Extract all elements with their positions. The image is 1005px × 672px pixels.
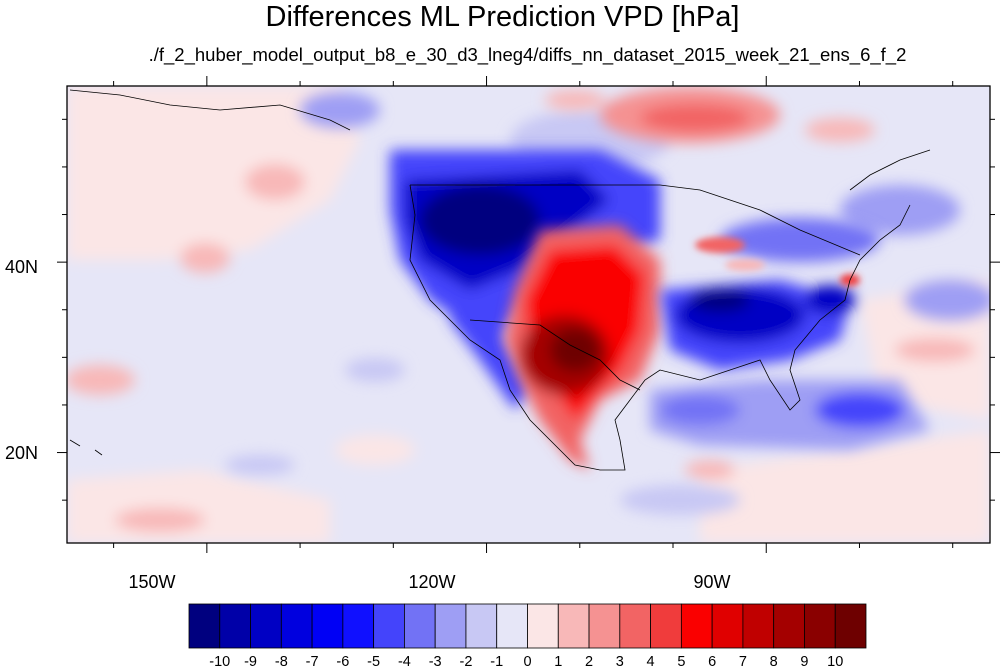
boundaries <box>69 89 931 471</box>
northwest-negative <box>390 150 880 410</box>
colorbar-swatch <box>619 603 651 649</box>
colorbar-swatch <box>188 603 221 649</box>
colorbar-tick-label: -8 <box>274 654 288 670</box>
colorbar-swatch <box>373 603 405 649</box>
colorbar-tick-label: 1 <box>554 654 563 670</box>
colorbar-tick-label: -4 <box>397 654 411 670</box>
gulf-negative <box>650 380 930 450</box>
colorbar-tick-label: 10 <box>827 654 844 670</box>
colorbar-tick-label: -5 <box>367 654 381 670</box>
small-positive-features <box>695 237 860 286</box>
map-frame <box>66 85 991 544</box>
colorbar-tick-label: -9 <box>244 654 257 670</box>
colorbar-swatch <box>773 603 805 649</box>
southwest-positive <box>505 225 660 470</box>
canada-positive <box>545 87 875 143</box>
lon-label-120w: 120W <box>408 572 456 592</box>
colorbar-tick-label: 4 <box>646 654 655 670</box>
colorbar-swatch <box>527 603 559 649</box>
colorbar-swatch <box>557 603 590 649</box>
colorbar-tick-label: -2 <box>459 654 473 670</box>
colorbar-swatch <box>496 603 528 649</box>
colorbar-tick-label: -7 <box>305 654 319 670</box>
southeast-negative <box>660 280 855 370</box>
colorbar-swatch <box>834 603 867 649</box>
colorbar-tick-label: -1 <box>490 654 504 670</box>
hudson-coast <box>849 149 931 191</box>
colorbar-tick-label: 9 <box>800 654 809 670</box>
colorbar-tick-label: 7 <box>738 654 747 670</box>
colorbar-swatch <box>219 603 251 649</box>
colorbar-swatch <box>588 603 621 649</box>
axis-ticks <box>57 76 1000 553</box>
colorbar-swatch <box>804 603 836 649</box>
colorbar-swatch <box>650 603 682 649</box>
colorbar-swatch <box>465 603 498 649</box>
hawaii-outline <box>69 439 103 456</box>
lat-label-20n: 20N <box>4 443 38 463</box>
colorbar-swatch <box>250 603 282 649</box>
colorbar-tick-label: 0 <box>523 654 532 670</box>
us-mexico-border <box>469 319 641 391</box>
colorbar-tick-label: 5 <box>677 654 686 670</box>
colorbar-swatch <box>311 603 344 649</box>
map-subtitle: ./f_2_huber_model_output_b8_e_30_d3_lneg… <box>148 44 907 65</box>
lat-label-40n: 40N <box>4 257 38 277</box>
colorbar-tick-label: 6 <box>708 654 717 670</box>
colorbar-tick-label: -6 <box>336 654 350 670</box>
colorbar-tick-label: -3 <box>428 654 442 670</box>
colorbar-swatch <box>404 603 436 649</box>
colorbar-swatch <box>711 603 744 649</box>
alaska-coast <box>69 89 351 131</box>
map-field <box>67 86 990 543</box>
lon-label-90w: 90W <box>693 572 731 592</box>
colorbar-swatch <box>680 603 713 649</box>
us-canada-border <box>410 184 861 256</box>
colorbar-tick-label: 2 <box>584 654 594 670</box>
lon-label-150w: 150W <box>128 572 176 592</box>
colorbar-tick-label: -10 <box>209 654 231 670</box>
colorbar-swatch <box>342 603 375 649</box>
colorbar-swatch <box>742 603 775 649</box>
colorbar-tick-label: 3 <box>615 654 624 670</box>
coastline <box>409 184 911 471</box>
colorbar-swatch <box>280 603 313 649</box>
colorbar-tick-label: 8 <box>769 654 778 670</box>
colorbar-swatch <box>434 603 467 649</box>
map-title: Differences ML Prediction VPD [hPa] <box>265 1 740 33</box>
colorbar <box>188 603 867 649</box>
